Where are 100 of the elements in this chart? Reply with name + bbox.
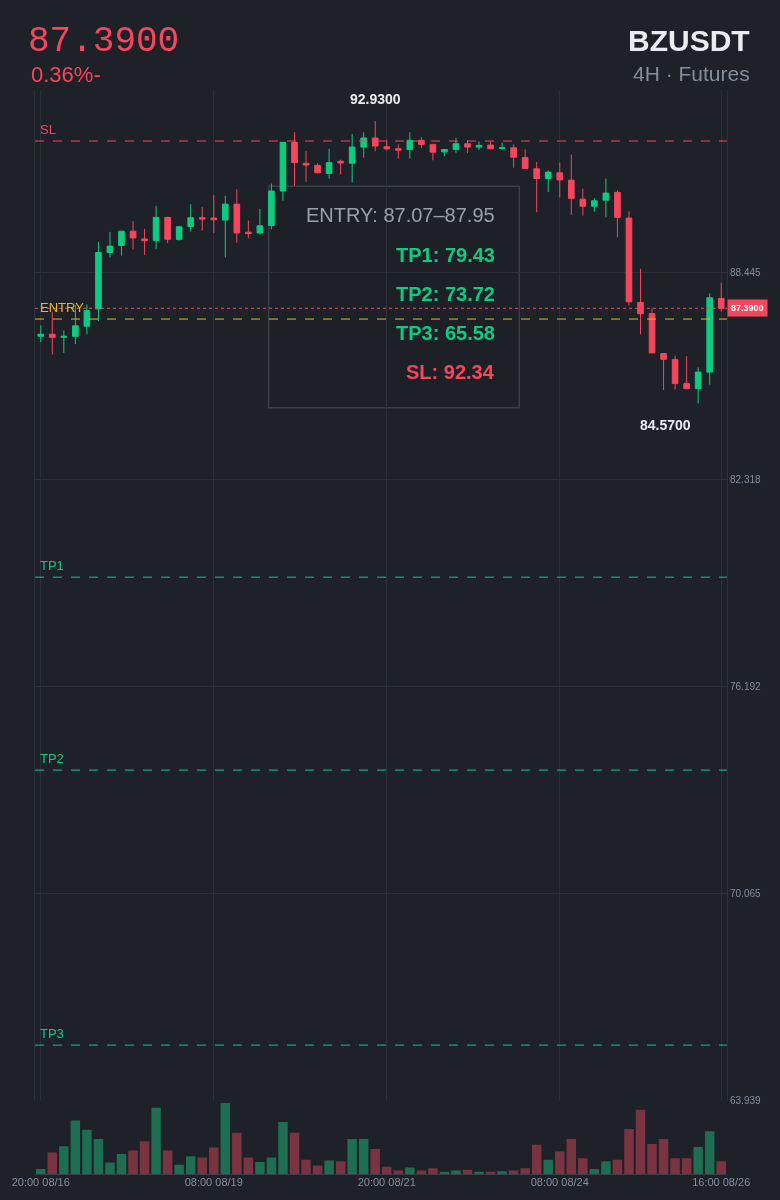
candlestick [302, 150, 310, 183]
x-tick-label: 16:00 08/26 [692, 1176, 751, 1188]
bar [416, 1170, 427, 1174]
bar [635, 1109, 646, 1174]
y-tick-label: 76.192 [730, 681, 762, 693]
candlestick [221, 195, 229, 259]
candlestick [279, 141, 287, 202]
candlestick [533, 161, 541, 213]
bar [70, 1120, 81, 1174]
bar [612, 1159, 623, 1174]
bar [566, 1139, 577, 1174]
bar [105, 1162, 115, 1174]
bar [531, 1144, 542, 1174]
bar [370, 1149, 380, 1174]
bar [543, 1159, 553, 1174]
y-tick-label: 70.065 [730, 888, 762, 900]
bar [358, 1139, 369, 1174]
bar [243, 1157, 254, 1174]
candlestick [671, 355, 679, 390]
candlestick [325, 148, 333, 180]
ref-line-label: TP3 [40, 1026, 64, 1041]
ref-line-label: ENTRY [40, 300, 85, 315]
annotation: TP3: 65.58 [396, 322, 495, 344]
candlestick [83, 304, 91, 335]
candlestick [556, 162, 564, 198]
bar [278, 1121, 288, 1174]
bar [36, 1169, 46, 1174]
candlestick [544, 169, 552, 193]
candlestick [141, 228, 148, 256]
bar [393, 1170, 404, 1174]
candlestick [245, 219, 252, 239]
ref-line-label: SL [40, 122, 56, 137]
ref-line-label: TP2 [40, 751, 64, 766]
annotation: 84.5700 [640, 417, 691, 433]
candlestick [394, 143, 402, 160]
bar [116, 1154, 127, 1174]
bar [601, 1161, 611, 1174]
bar [232, 1132, 242, 1174]
candlestick [175, 225, 183, 242]
candlestick [510, 143, 517, 169]
candlestick [198, 206, 206, 232]
bar [266, 1157, 277, 1174]
candlestick [233, 188, 241, 244]
bar [59, 1146, 69, 1174]
bar [382, 1166, 392, 1174]
bar [485, 1171, 496, 1174]
candlestick [106, 231, 114, 259]
bar [174, 1164, 184, 1174]
x-tick-label: 08:00 08/24 [530, 1176, 589, 1188]
bar [128, 1150, 138, 1174]
candlestick [314, 162, 321, 174]
candlestick [60, 330, 68, 354]
candlestick [614, 189, 621, 238]
annotation: SL: 92.34 [406, 361, 495, 383]
candlestick [521, 148, 529, 169]
y-tick-label: 82.318 [730, 474, 762, 486]
candlestick [48, 311, 56, 356]
candlestick [406, 131, 414, 160]
bar [197, 1157, 207, 1174]
bar [670, 1158, 680, 1174]
candlestick [129, 220, 137, 250]
candlestick [452, 137, 460, 154]
bar [405, 1167, 415, 1174]
bar [162, 1150, 173, 1174]
bar [220, 1102, 231, 1174]
bar [185, 1156, 196, 1174]
x-tick-label: 20:00 08/16 [11, 1176, 70, 1188]
bar [474, 1171, 484, 1174]
bar [139, 1141, 150, 1174]
candlestick [683, 355, 690, 390]
candlestick [95, 241, 102, 322]
candlestick [152, 205, 160, 250]
candlestick [441, 148, 448, 157]
bar [716, 1161, 726, 1174]
bar [451, 1170, 461, 1174]
candlestick [660, 353, 667, 391]
chart-title: 87.3900 [28, 20, 180, 62]
bar [647, 1144, 657, 1174]
bar [82, 1129, 92, 1174]
bar [324, 1160, 334, 1174]
bar [520, 1168, 530, 1174]
candlestick [337, 159, 344, 175]
candlestick [37, 324, 45, 343]
bar [624, 1129, 634, 1174]
bar [508, 1170, 519, 1174]
candlestick [348, 133, 356, 184]
x-tick-label: 08:00 08/19 [184, 1176, 243, 1188]
candlestick [579, 188, 587, 217]
bar [658, 1139, 669, 1174]
bar [301, 1159, 311, 1174]
bar [693, 1146, 703, 1174]
y-tick-label: 88.445 [730, 267, 762, 279]
bar [681, 1158, 692, 1174]
bar [312, 1165, 323, 1174]
candlestick [118, 230, 125, 257]
annotation: TP2: 73.72 [396, 283, 495, 305]
bar [255, 1161, 265, 1174]
bar [439, 1171, 450, 1174]
candlestick [694, 366, 702, 405]
candlestick [591, 197, 598, 213]
